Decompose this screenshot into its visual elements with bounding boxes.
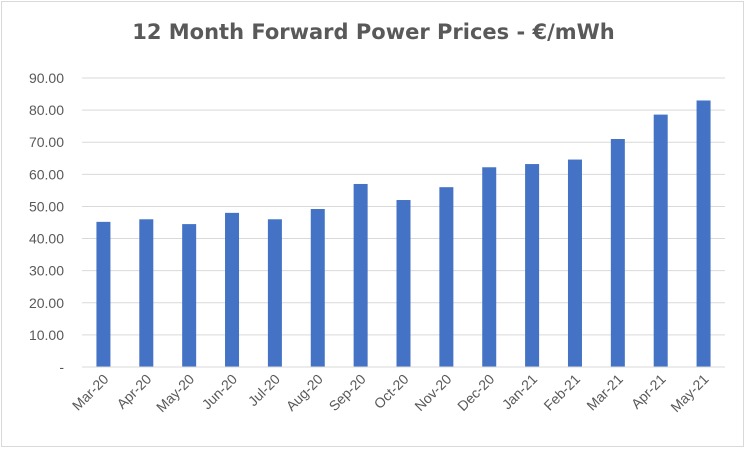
x-tick-label: Mar-20 xyxy=(69,371,112,414)
x-tick-label: Jun-20 xyxy=(199,371,241,413)
bars xyxy=(96,100,711,368)
bar xyxy=(439,187,454,367)
y-tick-label: 90.00 xyxy=(29,70,64,86)
y-tick-label: 60.00 xyxy=(29,166,64,182)
x-tick-label: Aug-20 xyxy=(283,371,326,414)
x-tick-label: Jul-20 xyxy=(245,371,283,409)
y-tick-label: 30.00 xyxy=(29,263,64,279)
x-tick-label: Sep-20 xyxy=(326,371,369,414)
bar xyxy=(225,212,240,367)
bar xyxy=(567,159,582,367)
bar xyxy=(139,219,154,367)
bar xyxy=(610,139,625,367)
x-tick-label: May-20 xyxy=(153,371,197,415)
y-tick-label: - xyxy=(59,359,64,375)
x-tick-label: Jan-21 xyxy=(499,371,541,413)
x-tick-label: Apr-20 xyxy=(113,371,154,412)
bar xyxy=(525,164,540,367)
bar xyxy=(267,219,282,367)
bar xyxy=(182,224,197,367)
bar xyxy=(396,200,411,367)
x-tick-label: May-21 xyxy=(667,371,711,415)
y-tick-label: 20.00 xyxy=(29,295,64,311)
x-tick-label: Oct-20 xyxy=(371,371,412,412)
y-tick-label: 50.00 xyxy=(29,198,64,214)
x-tick-label: Nov-20 xyxy=(411,371,454,414)
bar xyxy=(696,100,711,367)
x-tick-label: Mar-21 xyxy=(583,371,626,414)
chart-title: 12 Month Forward Power Prices - €/mWh xyxy=(132,20,615,44)
x-tick-label: Apr-21 xyxy=(628,371,669,412)
x-tick-label: Feb-21 xyxy=(540,371,583,414)
y-axis: - 10.00 20.00 30.00 40.00 50.00 60.00 70.00 80.0… xyxy=(29,70,64,375)
bar xyxy=(353,183,368,367)
y-tick-label: 40.00 xyxy=(29,231,64,247)
y-tick-label: 70.00 xyxy=(29,134,64,150)
bar xyxy=(653,114,668,368)
bar xyxy=(96,221,111,367)
bar xyxy=(482,167,497,367)
y-tick-label: 10.00 xyxy=(29,327,64,343)
x-tick-label: Dec-20 xyxy=(454,371,497,414)
y-tick-label: 80.00 xyxy=(29,102,64,118)
bar xyxy=(310,209,325,367)
